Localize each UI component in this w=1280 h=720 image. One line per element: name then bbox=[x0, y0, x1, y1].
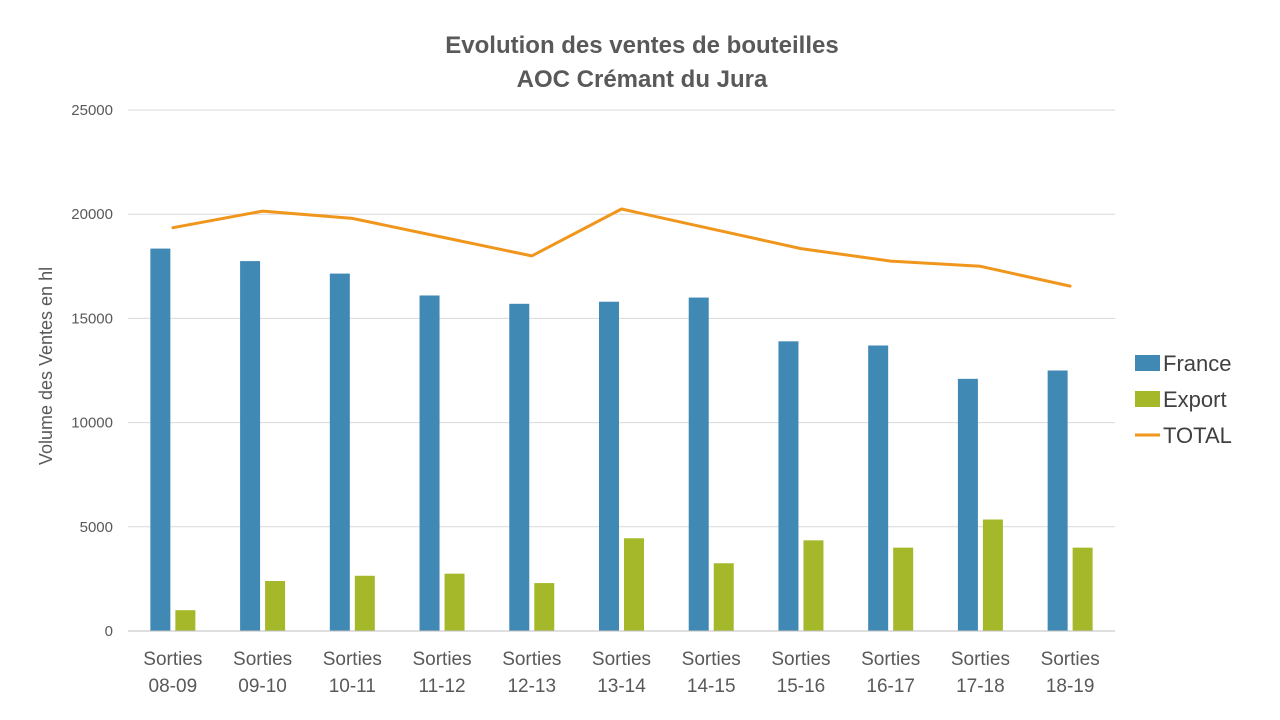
x-tick-label-line: 15-16 bbox=[777, 676, 826, 697]
x-tick-label-line: Sorties bbox=[323, 649, 382, 670]
bar-france-6 bbox=[688, 297, 709, 631]
legend-label: TOTAL bbox=[1163, 423, 1232, 448]
y-tick-label: 15000 bbox=[71, 310, 113, 327]
bar-france-2 bbox=[329, 273, 350, 631]
bar-france-0 bbox=[150, 248, 171, 631]
x-tick-label-line: 16-17 bbox=[866, 676, 915, 697]
line-total bbox=[171, 207, 1072, 288]
bar-export-5 bbox=[624, 538, 644, 631]
x-tick-label: Sorties 15-16 bbox=[771, 649, 830, 697]
y-tick-label: 25000 bbox=[71, 102, 113, 119]
legend-swatch bbox=[1135, 355, 1160, 371]
x-tick-label: Sorties 11-12 bbox=[412, 649, 471, 697]
x-tick-label: Sorties 17-18 bbox=[951, 649, 1010, 697]
chart-title: Evolution des ventes de bouteilles AOC C… bbox=[445, 32, 838, 93]
x-tick-label-line: Sorties bbox=[502, 649, 561, 670]
bar-france-5 bbox=[599, 301, 619, 631]
x-tick-label-line: 12-13 bbox=[507, 676, 556, 697]
total-line bbox=[171, 207, 1072, 288]
x-tick-label-line: Sorties bbox=[951, 649, 1010, 670]
legend: France Export TOTAL bbox=[1135, 351, 1232, 448]
legend-label: Export bbox=[1163, 387, 1227, 412]
x-tick-label-line: Sorties bbox=[771, 649, 830, 670]
x-tick-label-line: Sorties bbox=[592, 649, 651, 670]
bar-export-6 bbox=[713, 563, 734, 631]
legend-item-total: TOTAL bbox=[1135, 423, 1232, 448]
bar-export-1 bbox=[265, 580, 286, 631]
bar-france-9 bbox=[957, 378, 978, 631]
legend-swatch bbox=[1135, 391, 1160, 407]
legend-item-france: France bbox=[1135, 351, 1231, 376]
x-tick-label-line: Sorties bbox=[1041, 649, 1100, 670]
bar-export-7 bbox=[803, 540, 824, 631]
x-tick-label-line: 11-12 bbox=[418, 676, 465, 697]
y-tick-label: 20000 bbox=[71, 206, 113, 223]
chart-title-line-1: Evolution des ventes de bouteilles bbox=[445, 32, 838, 59]
bar-export-2 bbox=[354, 575, 375, 631]
bar-export-3 bbox=[444, 573, 465, 631]
bars bbox=[150, 248, 1093, 631]
bar-export-8 bbox=[893, 547, 914, 631]
x-tick-label-line: 09-10 bbox=[238, 676, 287, 697]
x-tick-label: Sorties 14-15 bbox=[682, 649, 741, 697]
x-tick-label-line: 17-18 bbox=[956, 676, 1005, 697]
y-tick-label: 10000 bbox=[71, 415, 113, 432]
x-tick-label-line: Sorties bbox=[682, 649, 741, 670]
bar-france-4 bbox=[509, 303, 530, 631]
y-tick-label: 5000 bbox=[80, 519, 113, 536]
x-tick-label-line: Sorties bbox=[861, 649, 920, 670]
x-tick-label-line: 08-09 bbox=[149, 676, 198, 697]
x-tick-label-line: 13-14 bbox=[597, 676, 646, 697]
bar-export-10 bbox=[1072, 547, 1093, 631]
bar-export-9 bbox=[982, 519, 1003, 631]
x-tick-label: Sorties 08-09 bbox=[143, 649, 202, 697]
y-tick-label: 0 bbox=[105, 623, 113, 640]
bar-france-3 bbox=[419, 295, 440, 631]
x-tick-label-line: 18-19 bbox=[1046, 676, 1095, 697]
y-axis-ticks: 0 5000 10000 15000 20000 25000 bbox=[71, 102, 113, 640]
bar-export-4 bbox=[534, 583, 555, 631]
bar-france-10 bbox=[1047, 370, 1068, 631]
x-tick-label-line: 14-15 bbox=[687, 676, 736, 697]
x-tick-label-line: Sorties bbox=[412, 649, 471, 670]
bar-france-8 bbox=[868, 345, 889, 631]
x-tick-label: Sorties 13-14 bbox=[592, 649, 651, 697]
bar-export-0 bbox=[175, 610, 196, 631]
bar-france-7 bbox=[778, 341, 799, 631]
chart-title-line-2: AOC Crémant du Jura bbox=[517, 66, 768, 93]
x-tick-label-line: Sorties bbox=[233, 649, 292, 670]
legend-item-export: Export bbox=[1135, 387, 1227, 412]
bar-france-1 bbox=[240, 261, 261, 631]
x-tick-label: Sorties 16-17 bbox=[861, 649, 920, 697]
x-tick-label: Sorties 18-19 bbox=[1041, 649, 1100, 697]
x-tick-label-line: 10-11 bbox=[329, 676, 376, 697]
legend-label: France bbox=[1163, 351, 1231, 376]
x-tick-label: Sorties 09-10 bbox=[233, 649, 292, 697]
x-tick-label: Sorties 12-13 bbox=[502, 649, 561, 697]
x-tick-label-line: Sorties bbox=[143, 649, 202, 670]
x-tick-label: Sorties 10-11 bbox=[323, 649, 382, 697]
y-axis-title: Volume des Ventes en hl bbox=[36, 267, 56, 465]
